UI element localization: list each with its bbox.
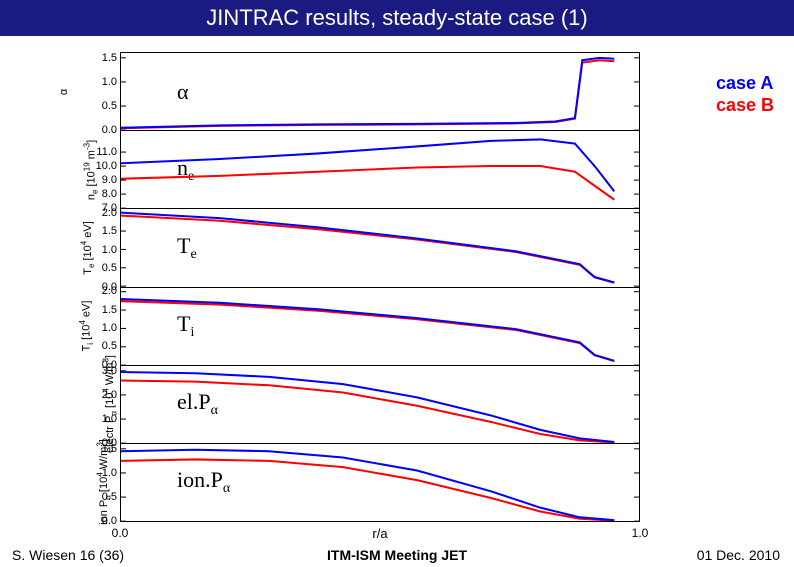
series-case-B xyxy=(121,166,614,200)
y-tick: 1.5 xyxy=(102,304,117,316)
y-tick: 1.0 xyxy=(102,413,117,425)
panel-svg xyxy=(121,131,639,208)
panel-alpha: α0.00.51.01.5α xyxy=(120,52,640,131)
legend: case A case B xyxy=(716,72,774,116)
y-ticks: 7.08.09.010.011.0 xyxy=(83,131,119,208)
y-tick: 0.5 xyxy=(102,491,117,503)
series-case-B xyxy=(121,380,614,442)
x-tick-0: 0.0 xyxy=(112,526,129,540)
y-ticks: 0.00.51.01.5 xyxy=(83,444,119,521)
series-case-A xyxy=(121,299,614,361)
series-case-B xyxy=(121,459,614,520)
y-tick: 8.0 xyxy=(102,188,117,200)
footer-right: 01 Dec. 2010 xyxy=(697,547,780,563)
y-tick: 1.0 xyxy=(102,467,117,479)
footer-left: S. Wiesen 16 (36) xyxy=(12,547,124,563)
y-tick: 10.0 xyxy=(96,160,117,172)
panel-ne: ne [1019 m-3]7.08.09.010.011.0ne xyxy=(120,131,640,209)
panel-svg xyxy=(121,53,639,130)
panel-ionP: ion Pα [104 W/m3]0.00.51.01.5ion.Pα xyxy=(120,444,640,522)
legend-case-b: case B xyxy=(716,94,774,116)
y-tick: 2.0 xyxy=(102,285,117,297)
y-tick: 0.5 xyxy=(102,100,117,112)
panel-Te: Te [104 eV]0.00.51.01.52.0Te xyxy=(120,209,640,287)
y-tick: 0.5 xyxy=(102,262,117,274)
y-tick: 1.0 xyxy=(102,322,117,334)
chart-panels: α0.00.51.01.5αne [1019 m-3]7.08.09.010.0… xyxy=(120,52,640,522)
series-case-A xyxy=(121,58,614,128)
y-tick: 11.0 xyxy=(96,146,117,158)
y-ticks: 0.00.51.01.5 xyxy=(83,53,119,130)
slide-footer: S. Wiesen 16 (36) ITM-ISM Meeting JET 01… xyxy=(0,541,794,567)
panel-Ti: Ti [104 eV]0.00.51.01.52.0Ti xyxy=(120,288,640,366)
y-ticks: 0.01.02.03.0 xyxy=(83,366,119,443)
y-tick: 2.0 xyxy=(102,207,117,219)
panel-svg xyxy=(121,288,639,365)
y-tick: 3.0 xyxy=(102,365,117,377)
y-ticks: 0.00.51.01.52.0 xyxy=(83,209,119,286)
slide-root: JINTRAC results, steady-state case (1) c… xyxy=(0,0,794,567)
y-tick: 9.0 xyxy=(102,174,117,186)
series-case-B xyxy=(121,301,614,361)
panel-svg xyxy=(121,366,639,443)
legend-case-a: case A xyxy=(716,72,774,94)
slide-title: JINTRAC results, steady-state case (1) xyxy=(0,0,794,36)
series-case-B xyxy=(121,60,614,128)
y-axis-label: α xyxy=(58,88,70,94)
y-tick: 2.0 xyxy=(102,389,117,401)
panel-elP: electr Pα [104 W/m3]0.01.02.03.0el.Pα xyxy=(120,366,640,444)
y-tick: 0.5 xyxy=(102,340,117,352)
series-case-B xyxy=(121,216,614,283)
series-case-A xyxy=(121,213,614,283)
y-tick: 1.5 xyxy=(102,225,117,237)
y-tick: 1.0 xyxy=(102,244,117,256)
x-tick-1: 1.0 xyxy=(632,526,649,540)
panel-svg xyxy=(121,444,639,521)
y-tick: 1.0 xyxy=(102,76,117,88)
x-axis-label: r/a xyxy=(372,526,387,541)
panel-svg xyxy=(121,209,639,286)
footer-center: ITM-ISM Meeting JET xyxy=(327,547,467,563)
y-tick: 1.5 xyxy=(102,52,117,64)
y-ticks: 0.00.51.01.52.0 xyxy=(83,288,119,365)
y-tick: 1.5 xyxy=(102,443,117,455)
